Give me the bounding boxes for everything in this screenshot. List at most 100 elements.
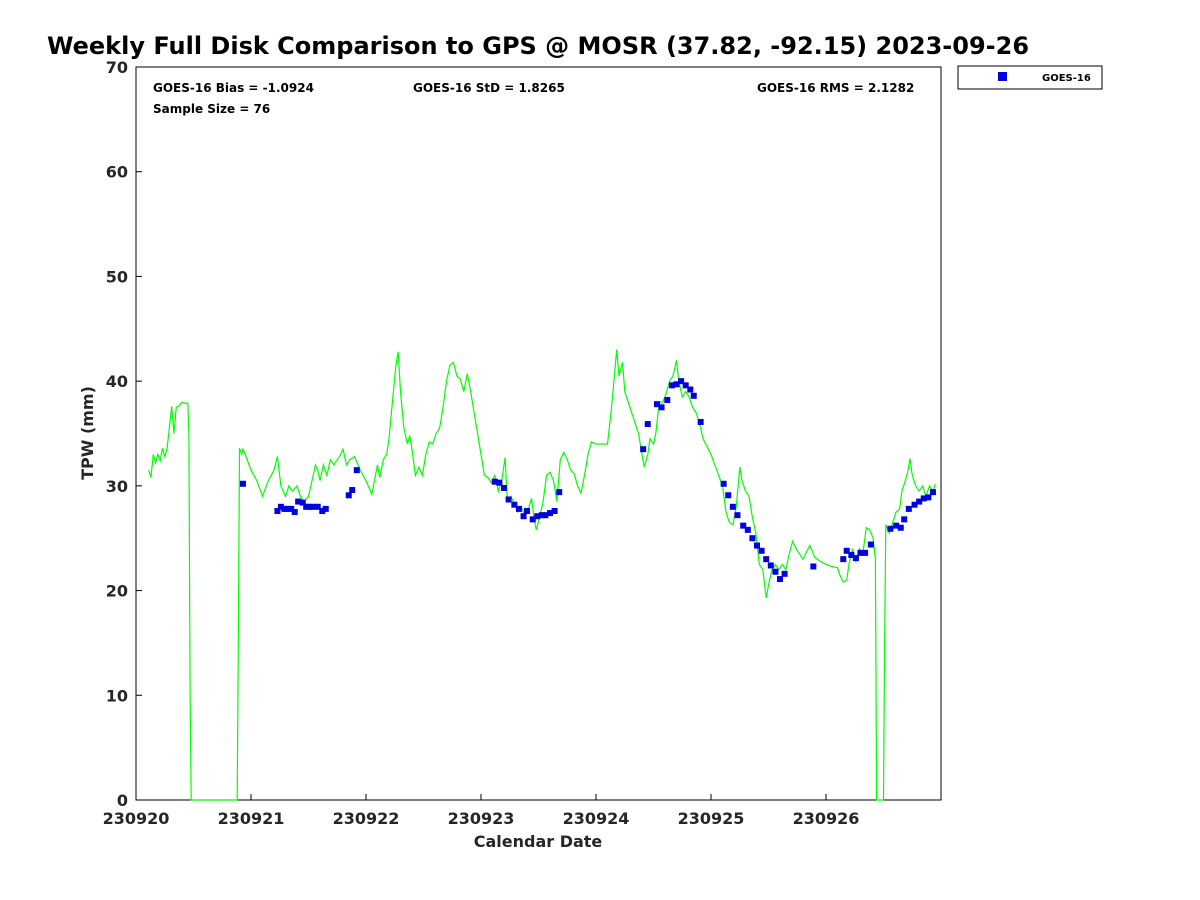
y-tick-label: 0 [117, 791, 128, 810]
goes16-point [534, 513, 541, 520]
axes: 0 10 20 30 40 50 60 70 230920 230921 230922 230923 2… [103, 58, 860, 828]
goes16-point [852, 555, 859, 562]
stat-rms: GOES-16 RMS = 2.1282 [757, 81, 914, 95]
goes16-point [862, 549, 869, 556]
goes16-point [687, 386, 694, 393]
goes16-point [542, 512, 549, 519]
goes16-point [810, 563, 817, 570]
legend-box [957, 65, 1103, 90]
data-layer [148, 349, 936, 801]
goes16-point [772, 568, 779, 575]
x-tick-label: 230925 [678, 809, 745, 828]
goes16-point [749, 535, 756, 542]
x-tick-label: 230924 [563, 809, 630, 828]
goes16-point [763, 556, 770, 563]
goes16-point [303, 503, 310, 510]
y-tick-label: 20 [106, 582, 128, 601]
x-tick-label: 230926 [793, 809, 860, 828]
goes16-point [291, 509, 298, 516]
goes16-point [299, 499, 306, 506]
goes16-point [673, 381, 680, 388]
goes16-point [916, 498, 923, 505]
goes16-point [310, 503, 317, 510]
goes16-point [929, 489, 936, 496]
legend-marker-icon [998, 72, 1007, 81]
x-axis-label: Calendar Date [474, 832, 603, 851]
goes16-point [897, 524, 904, 531]
goes16-point [840, 556, 847, 563]
goes16-point [678, 378, 685, 385]
goes16-point [515, 505, 522, 512]
x-tick-label: 230923 [448, 809, 515, 828]
stat-bias: GOES-16 Bias = -1.0924 [153, 81, 314, 95]
goes16-point [740, 522, 747, 529]
goes16-point [734, 512, 741, 519]
chart-title: Weekly Full Disk Comparison to GPS @ MOS… [47, 32, 1029, 60]
legend-label: GOES-16 [1042, 73, 1091, 84]
goes16-point [867, 541, 874, 548]
x-tick-label: 230920 [103, 809, 170, 828]
goes16-point [682, 382, 689, 389]
stat-std: GOES-16 StD = 1.8265 [413, 81, 565, 95]
y-tick-label: 40 [106, 372, 128, 391]
goes16-point [857, 549, 864, 556]
goes16-point [767, 562, 774, 569]
goes16-point [547, 510, 553, 517]
goes16-point [658, 404, 665, 411]
goes16-point [274, 507, 281, 514]
goes16-point [668, 382, 675, 389]
goes16-point [653, 401, 660, 408]
goes16-point [520, 513, 527, 520]
goes16-point [729, 503, 736, 510]
goes16-point [720, 480, 727, 487]
goes16-point [505, 496, 512, 503]
goes16-point [314, 503, 321, 510]
goes16-point [920, 495, 927, 502]
y-tick-label: 70 [106, 58, 128, 77]
y-tick-label: 30 [106, 477, 128, 496]
goes16-point [911, 501, 918, 508]
goes16-point [744, 526, 751, 533]
goes16-point [556, 489, 563, 496]
goes16-point [690, 392, 697, 399]
goes16-point [491, 478, 498, 485]
legend: GOES-16 [957, 65, 1103, 90]
goes16-point [529, 516, 536, 523]
goes16-point [277, 503, 284, 510]
goes16-point [925, 494, 932, 501]
goes16-point [754, 542, 760, 549]
y-tick-label: 10 [106, 686, 128, 705]
y-tick-label: 50 [106, 267, 128, 286]
goes16-point [758, 547, 765, 554]
stat-sample-size: Sample Size = 76 [153, 102, 270, 116]
goes16-point [288, 505, 295, 512]
goes16-point [284, 505, 291, 512]
goes16-point [496, 479, 503, 486]
y-tick-label: 60 [106, 163, 128, 182]
goes16-point [322, 505, 329, 512]
goes16-point [644, 421, 651, 428]
goes16-point [893, 522, 900, 529]
goes16-point [501, 484, 507, 491]
x-tick-label: 230921 [218, 809, 285, 828]
goes16-point [239, 480, 246, 487]
y-axis-label: TPW (mm) [78, 386, 97, 480]
goes16-point [306, 503, 313, 510]
goes16-point [281, 505, 288, 512]
goes16-point [640, 446, 647, 453]
goes16-point [905, 505, 912, 512]
goes16-point [777, 576, 783, 583]
goes16-point [848, 551, 855, 558]
goes16-point [843, 547, 850, 554]
goes16-point [781, 570, 788, 577]
goes16-point [697, 418, 704, 425]
goes16-point [551, 507, 558, 514]
goes16-point [319, 507, 326, 514]
goes16-point [538, 512, 545, 519]
goes16-point [345, 492, 352, 499]
goes16-point [295, 498, 302, 505]
goes16-point [725, 492, 732, 499]
series-line-gps [148, 349, 936, 801]
plot-area [135, 66, 942, 801]
goes16-point [901, 516, 908, 523]
